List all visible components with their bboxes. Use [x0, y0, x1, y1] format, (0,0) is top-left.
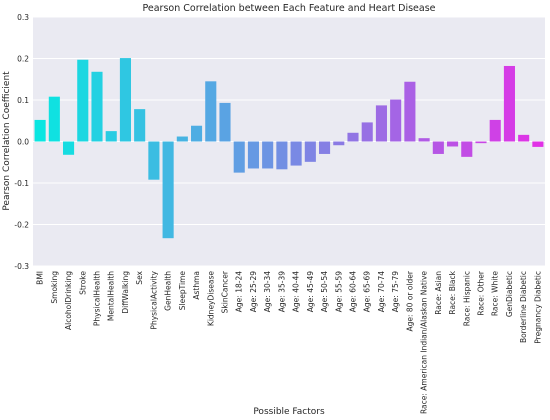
bar [148, 141, 160, 180]
bar [91, 71, 103, 142]
x-tick-label: Race: American Indian/Alaskan Native [420, 271, 429, 414]
x-tick-label: Age: 60-64 [349, 271, 358, 312]
x-tick-label: AlcoholDrinking [64, 271, 73, 330]
x-tick-label: SleepTime [178, 271, 187, 311]
bar [191, 125, 203, 142]
x-tick-label: GenHealth [164, 271, 173, 311]
x-tick-label: Age: 35-39 [277, 271, 286, 312]
x-tick-label: Race: Asian [434, 271, 443, 315]
chart-title: Pearson Correlation between Each Feature… [143, 3, 436, 14]
y-tick-label: 0.2 [17, 55, 29, 64]
x-tick-label: Age: 18-24 [235, 271, 244, 312]
bar [233, 141, 245, 173]
x-tick-label: Asthma [192, 271, 201, 300]
bar [447, 141, 459, 147]
bar [105, 131, 117, 142]
bar [162, 141, 174, 239]
bar [134, 109, 146, 142]
bar [304, 141, 316, 162]
x-tick-label: Stroke [78, 271, 87, 295]
y-axis-title: Pearson Correlation Coefficient [2, 71, 12, 211]
x-tick-label: Age: 45-49 [306, 271, 315, 312]
x-tick-label: Age: 80 or older [405, 270, 414, 331]
x-tick-label: Age: 70-74 [377, 271, 386, 312]
x-tick-label: PhysicalActivity [149, 270, 158, 329]
grid-lines [33, 16, 545, 267]
x-tick-label: Age: 50-54 [320, 271, 329, 312]
bar [290, 141, 302, 166]
x-tick-label: Race: Other [477, 270, 486, 316]
x-tick-label: Smoking [50, 271, 59, 304]
bar [276, 141, 288, 170]
y-tick-label: 0.0 [17, 138, 29, 147]
bar [262, 141, 274, 169]
y-tick-labels: 0.3 0.2 0.1 0.0 -0.1 -0.2 -0.3 [14, 13, 29, 271]
bar [48, 96, 60, 142]
x-tick-label: Race: White [491, 271, 500, 316]
x-tick-label: Age: 55-59 [334, 271, 343, 312]
bar [176, 136, 188, 142]
x-tick-label: Race: Hispanic [462, 271, 471, 326]
x-tick-label: DiffWalking [121, 271, 130, 314]
x-tick-label: Borderline Diabetic [519, 271, 528, 343]
x-tick-label: Age: 25-29 [249, 271, 258, 312]
x-tick-label: MentalHealth [107, 271, 116, 321]
y-tick-label: -0.2 [14, 221, 29, 230]
x-axis-title: Possible Factors [253, 407, 325, 417]
x-tick-label: Age: 40-44 [292, 271, 301, 312]
bar [461, 141, 473, 157]
bar [247, 141, 259, 169]
bar [333, 141, 345, 146]
bar [77, 59, 89, 142]
bar [319, 141, 331, 154]
bar [404, 81, 416, 142]
x-tick-label: GenDiabetic [505, 271, 514, 317]
x-tick-label: Age: 65-69 [363, 271, 372, 312]
bar [205, 81, 217, 142]
bars-group [34, 58, 544, 239]
x-tick-labels: BMI Smoking AlcoholDrinking Stroke PhysicalH… [36, 270, 543, 414]
x-tick-label: Sex [135, 270, 144, 284]
y-tick-label: 0.1 [17, 96, 29, 105]
x-tick-label: SkinCancer [221, 270, 230, 313]
x-tick-label: PhysicalHealth [93, 271, 102, 326]
x-tick-label: KidneyDisease [206, 271, 215, 326]
x-tick-label: Age: 75-79 [391, 271, 400, 312]
x-tick-label: Pregnancy Diabetic [533, 271, 542, 344]
bar [119, 58, 131, 142]
x-tick-label: Race: Black [448, 270, 457, 314]
bar [475, 141, 487, 144]
bar [390, 99, 402, 142]
bar [489, 119, 501, 142]
bar [347, 132, 359, 142]
bar [361, 122, 373, 142]
y-tick-label: -0.1 [14, 179, 29, 188]
bar [219, 102, 231, 142]
bar [503, 65, 515, 142]
x-tick-label: Age: 30-34 [263, 271, 272, 312]
bar [432, 141, 444, 154]
y-tick-label: 0.3 [17, 13, 29, 22]
bar [34, 119, 46, 142]
bar [532, 141, 544, 147]
bar [518, 134, 530, 142]
y-tick-label: -0.3 [14, 262, 29, 271]
bar [418, 138, 430, 142]
bar [63, 141, 75, 155]
bar [375, 105, 387, 142]
x-tick-label: BMI [36, 271, 45, 285]
